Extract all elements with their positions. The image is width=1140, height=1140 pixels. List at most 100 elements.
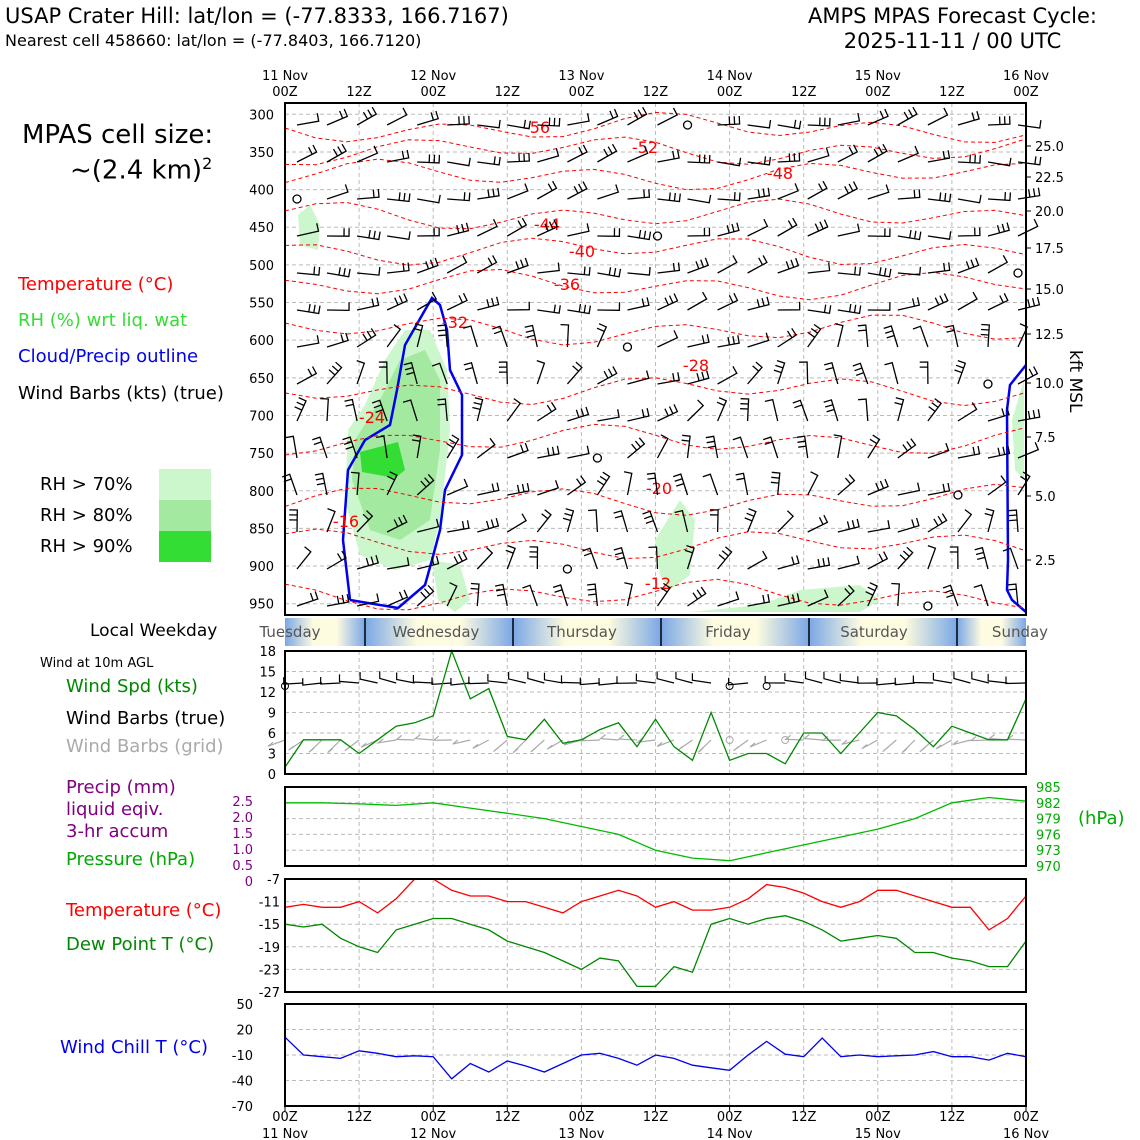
pressure-label: Pressure (hPa): [66, 849, 196, 870]
grid-wind-barb: [901, 739, 916, 754]
upper-wind-barb: [470, 582, 480, 607]
weekday-name: Friday: [705, 623, 751, 641]
bottom-date-label: 11 Nov: [262, 1127, 308, 1140]
grid-wind-barb: [493, 739, 508, 752]
station-title: USAP Crater Hill: lat/lon = (-77.8333, 1…: [5, 4, 509, 28]
upper-wind-barb: [949, 546, 959, 570]
upper-wind-barb: [687, 257, 710, 274]
upper-wind-barb: [356, 297, 380, 311]
upper-wind-barb: [957, 111, 980, 126]
weekday-band: [957, 618, 1026, 646]
upper-wind-barb: [507, 301, 530, 311]
rh70-area: [1012, 380, 1024, 480]
precip-tick-label: 1.0: [232, 843, 253, 858]
grid-wind-barb: [882, 739, 897, 753]
surface-wind-barb: [691, 673, 712, 684]
upper-wind-barb: [735, 472, 749, 496]
surface-wind-barb: [728, 677, 749, 686]
upper-wind-barb: [476, 437, 496, 459]
upper-wind-barb: [747, 187, 771, 200]
calm-wind-circle: [725, 682, 734, 690]
upper-wind-barb: [627, 370, 650, 385]
upper-wind-barb: [927, 513, 948, 533]
grid-wind-barb: [452, 739, 471, 745]
upper-wind-barb: [837, 112, 861, 126]
upper-wind-barb: [417, 555, 440, 570]
surface-wind-barb: [412, 675, 434, 684]
legend-rh80-swatch: [159, 500, 211, 531]
weekday-name: Sunday: [992, 623, 1048, 641]
upper-wind-barb: [957, 194, 982, 204]
upper-wind-barb: [344, 398, 358, 422]
upper-wind-barb: [567, 266, 591, 276]
upper-wind-barb: [672, 473, 689, 496]
upper-wind-barb: [447, 520, 470, 533]
upper-wind-barb: [413, 323, 424, 348]
temp-contour-label: -24: [359, 408, 385, 427]
upper-wind-barb: [837, 144, 859, 163]
upper-wind-barb: [984, 508, 995, 533]
temp-tick-label: -27: [259, 986, 280, 1001]
temp-contour-label: -40: [569, 242, 595, 261]
kft-tick-label: 5.0: [1035, 490, 1056, 505]
upper-wind-barb: [894, 397, 905, 422]
temp-contour: [284, 314, 1027, 346]
grid-wind-barb: [802, 734, 823, 741]
upper-wind-barb: [627, 408, 650, 422]
surface-wind-barb: [396, 672, 415, 684]
upper-wind-barb: [974, 546, 989, 570]
upper-wind-barb: [314, 472, 328, 496]
pressure-tick-label: 550: [249, 297, 274, 312]
upper-wind-barb: [717, 222, 740, 237]
upper-wind-barb: [777, 593, 800, 607]
kft-tick-label: 10.0: [1035, 377, 1064, 392]
wind-tick-label: 3: [268, 748, 276, 763]
surface-wind-barb: [487, 674, 508, 684]
precip-label: Precip (mm): [66, 777, 176, 798]
bottom-hour-label: 00Z: [717, 1110, 743, 1125]
windchill-tick-label: 50: [236, 998, 253, 1013]
upper-wind-barb: [987, 293, 1009, 311]
upper-wind-barb: [507, 152, 530, 163]
upper-wind-barb: [837, 474, 856, 496]
upper-wind-barb: [717, 546, 733, 570]
upper-wind-barb: [762, 436, 779, 459]
upper-wind-barb: [312, 436, 328, 459]
top-hour-label: 12Z: [346, 85, 372, 100]
pressure-tick-label: 976: [1036, 828, 1061, 843]
forecast-cycle-date: 2025-11-11 / 00 UTC: [843, 29, 1062, 53]
upper-wind-barb: [386, 471, 398, 496]
grid-wind-barb: [395, 734, 415, 741]
surface-wind-barb: [527, 671, 545, 684]
upper-wind-barb: [356, 593, 380, 607]
upper-wind-barb: [777, 119, 802, 130]
upper-wind-barb: [837, 181, 859, 200]
rh70-area: [690, 585, 880, 612]
upper-wind-barb: [747, 119, 772, 129]
upper-wind-barb: [732, 436, 749, 459]
upper-wind-barb: [897, 517, 920, 533]
upper-wind-barb: [687, 227, 711, 237]
temp-contour: [284, 158, 1027, 191]
upper-wind-barb: [942, 584, 959, 607]
xsec-frame: [284, 102, 1027, 616]
upper-wind-barb: [356, 106, 378, 126]
precip-tick-label: 2.5: [232, 795, 253, 810]
upper-wind-barb: [498, 361, 508, 385]
upper-wind-barb: [1007, 583, 1019, 607]
grid-wind-barb: [841, 739, 860, 745]
hpa-unit-label: (hPa): [1078, 808, 1125, 829]
wind-spd-label: Wind Spd (kts): [66, 676, 198, 697]
upper-wind-barb: [807, 557, 831, 570]
barbs-grid-label: Wind Barbs (grid): [66, 736, 224, 757]
upper-wind-barb: [657, 404, 679, 422]
upper-wind-barb: [437, 324, 448, 348]
grid-wind-barb: [697, 739, 712, 753]
upper-wind-barb: [477, 119, 501, 129]
upper-wind-barb: [957, 402, 978, 422]
upper-wind-barb: [560, 323, 570, 348]
surface-wind-barb: [839, 673, 860, 684]
upper-wind-barb: [747, 218, 769, 237]
upper-wind-barb: [416, 291, 438, 311]
wind-speed-line: [284, 648, 1027, 768]
